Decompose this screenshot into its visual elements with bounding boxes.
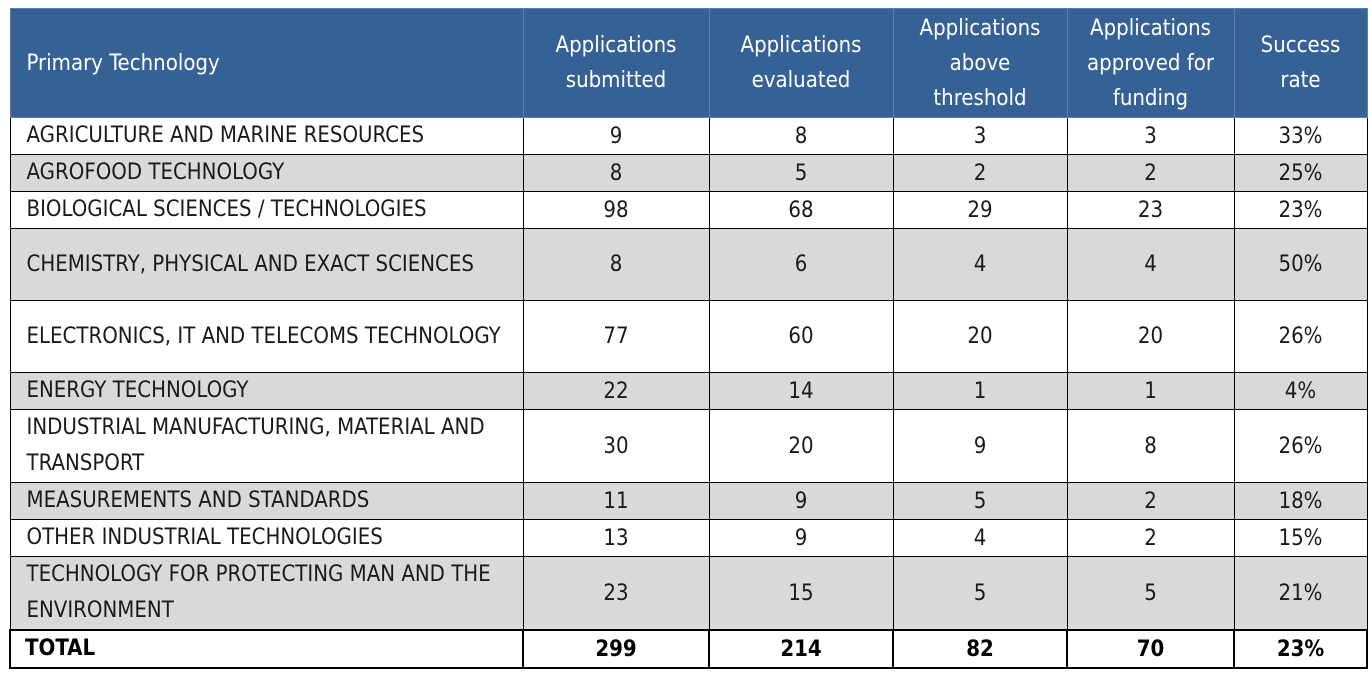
header-success-rate: Success rate	[1233, 8, 1368, 118]
evaluated-cell: 14	[708, 372, 894, 410]
above-threshold-cell: 5	[892, 482, 1068, 520]
success-rate-cell: 21%	[1233, 556, 1368, 631]
above-threshold-cell: 3	[892, 117, 1068, 155]
evaluated-cell: 6	[708, 228, 894, 301]
approved-cell: 5	[1066, 556, 1235, 631]
approved-cell: 20	[1066, 300, 1235, 373]
technology-cell: BIOLOGICAL SCIENCES / TECHNOLOGIES	[9, 191, 524, 229]
above-threshold-cell: 29	[892, 191, 1068, 229]
table-row: CHEMISTRY, PHYSICAL AND EXACT SCIENCES 8…	[9, 228, 1368, 301]
technology-cell: ELECTRONICS, IT AND TELECOMS TECHNOLOGY	[9, 300, 524, 373]
table-row: MEASUREMENTS AND STANDARDS 11 9 5 2 18%	[9, 482, 1368, 520]
total-approved: 70	[1066, 629, 1235, 669]
submitted-cell: 13	[522, 519, 710, 557]
approved-cell: 4	[1066, 228, 1235, 301]
evaluated-cell: 9	[708, 519, 894, 557]
submitted-cell: 30	[522, 409, 710, 483]
table-row: TECHNOLOGY FOR PROTECTING MAN AND THE EN…	[9, 556, 1368, 631]
above-threshold-cell: 5	[892, 556, 1068, 631]
total-submitted: 299	[522, 629, 710, 669]
header-applications-above-threshold: Applications above threshold	[892, 8, 1068, 118]
above-threshold-cell: 4	[892, 228, 1068, 301]
table-row: ENERGY TECHNOLOGY 22 14 1 1 4%	[9, 372, 1368, 410]
technology-cell: CHEMISTRY, PHYSICAL AND EXACT SCIENCES	[9, 228, 524, 301]
approved-cell: 1	[1066, 372, 1235, 410]
technology-cell: INDUSTRIAL MANUFACTURING, MATERIAL AND T…	[9, 409, 524, 483]
approved-cell: 23	[1066, 191, 1235, 229]
table-row: BIOLOGICAL SCIENCES / TECHNOLOGIES 98 68…	[9, 191, 1368, 229]
evaluated-cell: 9	[708, 482, 894, 520]
success-rate-cell: 50%	[1233, 228, 1368, 301]
technology-cell: TECHNOLOGY FOR PROTECTING MAN AND THE EN…	[9, 556, 524, 631]
technology-cell: AGRICULTURE AND MARINE RESOURCES	[9, 117, 524, 155]
above-threshold-cell: 9	[892, 409, 1068, 483]
success-rate-cell: 33%	[1233, 117, 1368, 155]
evaluated-cell: 60	[708, 300, 894, 373]
success-rate-cell: 23%	[1233, 191, 1368, 229]
success-rate-cell: 15%	[1233, 519, 1368, 557]
total-above-threshold: 82	[892, 629, 1068, 669]
success-rate-cell: 26%	[1233, 409, 1368, 483]
submitted-cell: 22	[522, 372, 710, 410]
submitted-cell: 77	[522, 300, 710, 373]
submitted-cell: 8	[522, 228, 710, 301]
table-row: ELECTRONICS, IT AND TELECOMS TECHNOLOGY …	[9, 300, 1368, 373]
evaluated-cell: 15	[708, 556, 894, 631]
header-applications-submitted: Applications submitted	[522, 8, 710, 118]
approved-cell: 2	[1066, 519, 1235, 557]
success-rate-cell: 26%	[1233, 300, 1368, 373]
table-row: AGROFOOD TECHNOLOGY 8 5 2 2 25%	[9, 154, 1368, 192]
technology-cell: MEASUREMENTS AND STANDARDS	[9, 482, 524, 520]
above-threshold-cell: 20	[892, 300, 1068, 373]
above-threshold-cell: 4	[892, 519, 1068, 557]
success-rate-cell: 4%	[1233, 372, 1368, 410]
table-row: OTHER INDUSTRIAL TECHNOLOGIES 13 9 4 2 1…	[9, 519, 1368, 557]
technology-cell: OTHER INDUSTRIAL TECHNOLOGIES	[9, 519, 524, 557]
above-threshold-cell: 2	[892, 154, 1068, 192]
table-row: INDUSTRIAL MANUFACTURING, MATERIAL AND T…	[9, 409, 1368, 483]
technology-applications-table: Primary Technology Applications submitte…	[9, 8, 1368, 669]
evaluated-cell: 20	[708, 409, 894, 483]
above-threshold-cell: 1	[892, 372, 1068, 410]
evaluated-cell: 68	[708, 191, 894, 229]
approved-cell: 2	[1066, 154, 1235, 192]
success-rate-cell: 25%	[1233, 154, 1368, 192]
technology-cell: AGROFOOD TECHNOLOGY	[9, 154, 524, 192]
approved-cell: 8	[1066, 409, 1235, 483]
evaluated-cell: 8	[708, 117, 894, 155]
submitted-cell: 11	[522, 482, 710, 520]
technology-cell: ENERGY TECHNOLOGY	[9, 372, 524, 410]
header-applications-approved: Applications approved for funding	[1066, 8, 1235, 118]
total-success-rate: 23%	[1233, 629, 1368, 669]
table-row: AGRICULTURE AND MARINE RESOURCES 9 8 3 3…	[9, 117, 1368, 155]
submitted-cell: 8	[522, 154, 710, 192]
header-primary-technology: Primary Technology	[9, 8, 524, 118]
approved-cell: 2	[1066, 482, 1235, 520]
header-row: Primary Technology Applications submitte…	[9, 8, 1368, 118]
submitted-cell: 9	[522, 117, 710, 155]
header-applications-evaluated: Applications evaluated	[708, 8, 894, 118]
submitted-cell: 23	[522, 556, 710, 631]
total-row: TOTAL 299 214 82 70 23%	[9, 629, 1368, 669]
submitted-cell: 98	[522, 191, 710, 229]
evaluated-cell: 5	[708, 154, 894, 192]
total-evaluated: 214	[708, 629, 894, 669]
success-rate-cell: 18%	[1233, 482, 1368, 520]
total-label: TOTAL	[9, 629, 524, 669]
approved-cell: 3	[1066, 117, 1235, 155]
